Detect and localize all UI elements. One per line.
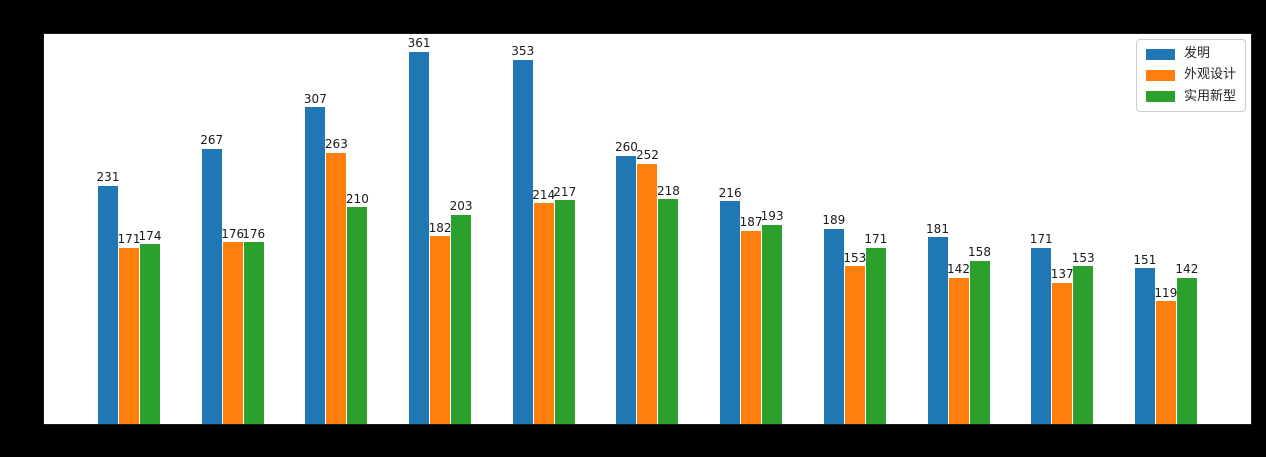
bar-value-label: 174 [138,228,162,243]
bar-value-label: 176 [242,226,266,241]
bar-value-label: 153 [1071,250,1095,265]
bar-value-label: 142 [947,261,970,276]
bar: 218 [657,184,680,424]
bar: 187 [740,216,763,424]
bar-group: 361 182 203 [408,34,473,424]
bar-value-label: 142 [1175,261,1199,276]
legend-swatch-orange [1145,69,1175,81]
bar: 210 [346,193,369,424]
bar-value-label: 151 [1133,252,1157,267]
bar-value-label: 203 [449,198,473,213]
bar: 182 [429,222,452,424]
bar: 171 [118,233,140,424]
bar: 193 [761,210,784,424]
bar-group: 151 119 142 [1133,34,1198,424]
bar: 267 [200,134,223,424]
bar-group: 307 263 210 [304,34,369,424]
bar-group: 267 176 176 [200,34,265,424]
bar-value-label: 231 [96,170,120,185]
bar: 151 [1133,254,1156,424]
bar-value-label: 263 [324,137,348,152]
legend-label: 外观设计 [1183,67,1236,83]
bar: 252 [636,149,659,424]
bar: 142 [1175,263,1198,424]
bar-value-label: 361 [407,35,431,50]
legend-swatch-blue [1145,48,1175,60]
bar: 263 [325,138,348,424]
plot-area: 231 171 174 267 176 176 307 263 210 361 182 203 353 2… [43,33,1252,425]
bar-value-label: 187 [739,215,763,230]
bar-group: 353 214 217 [511,34,576,424]
bar: 176 [221,228,244,424]
bar-group: 181 142 158 [926,34,991,424]
bar-value-label: 182 [428,220,452,235]
bar: 216 [719,186,742,424]
bar-group: 216 187 193 [719,34,784,424]
bar: 353 [511,45,534,424]
legend-label: 实用新型 [1183,88,1236,104]
bar-value-label: 353 [511,44,535,59]
bar-value-label: 189 [822,213,846,228]
bar: 176 [242,228,265,424]
legend-item-invention: 发明 [1145,46,1236,61]
legend-label: 发明 [1183,46,1210,61]
bar-group: 231 171 174 [97,34,161,424]
bar-value-label: 119 [1154,285,1178,300]
bar: 260 [615,141,638,424]
bar: 307 [304,93,327,424]
bar-value-label: 176 [221,226,245,241]
bar: 203 [450,200,473,424]
bar-value-label: 216 [718,185,742,200]
bar-value-label: 137 [1050,267,1074,282]
bar: 181 [926,223,949,424]
bar-group: 171 137 153 [1030,34,1095,424]
bar-value-label: 193 [760,209,784,224]
bar-group: 260 252 218 [615,34,680,424]
bar: 153 [843,251,866,424]
legend-item-design: 外观设计 [1145,67,1236,83]
bar: 231 [97,171,119,424]
bar-value-label: 210 [345,191,369,206]
bar: 153 [1072,251,1095,424]
bar-value-label: 171 [864,231,888,246]
bar-value-label: 214 [532,187,556,202]
bar: 189 [822,214,845,424]
bar: 119 [1154,287,1177,424]
bar-group: 189 153 171 [822,34,887,424]
bar: 171 [1030,233,1053,424]
legend: 发明 外观设计 实用新型 [1135,39,1246,112]
legend-item-utility: 实用新型 [1145,88,1236,104]
bar-value-label: 252 [635,148,659,163]
bar: 361 [408,37,431,424]
bar-value-label: 217 [553,184,577,199]
bar: 171 [864,233,887,424]
bar: 217 [553,185,576,424]
bar-value-label: 153 [843,250,867,265]
bar: 137 [1051,268,1074,424]
bar: 142 [947,263,970,424]
bar: 158 [968,246,991,424]
bar-value-label: 181 [926,221,949,236]
bar: 214 [532,189,555,424]
bars-container: 231 171 174 267 176 176 307 263 210 361 182 203 353 2… [44,34,1251,424]
bar-value-label: 158 [968,245,991,260]
legend-swatch-green [1145,91,1175,103]
bar-value-label: 218 [656,183,680,198]
bar-value-label: 307 [303,91,327,106]
bar-value-label: 171 [117,231,141,246]
bar: 174 [139,230,161,424]
bar-value-label: 267 [200,132,224,147]
bar-value-label: 171 [1029,231,1053,246]
bar-value-label: 260 [614,140,638,155]
